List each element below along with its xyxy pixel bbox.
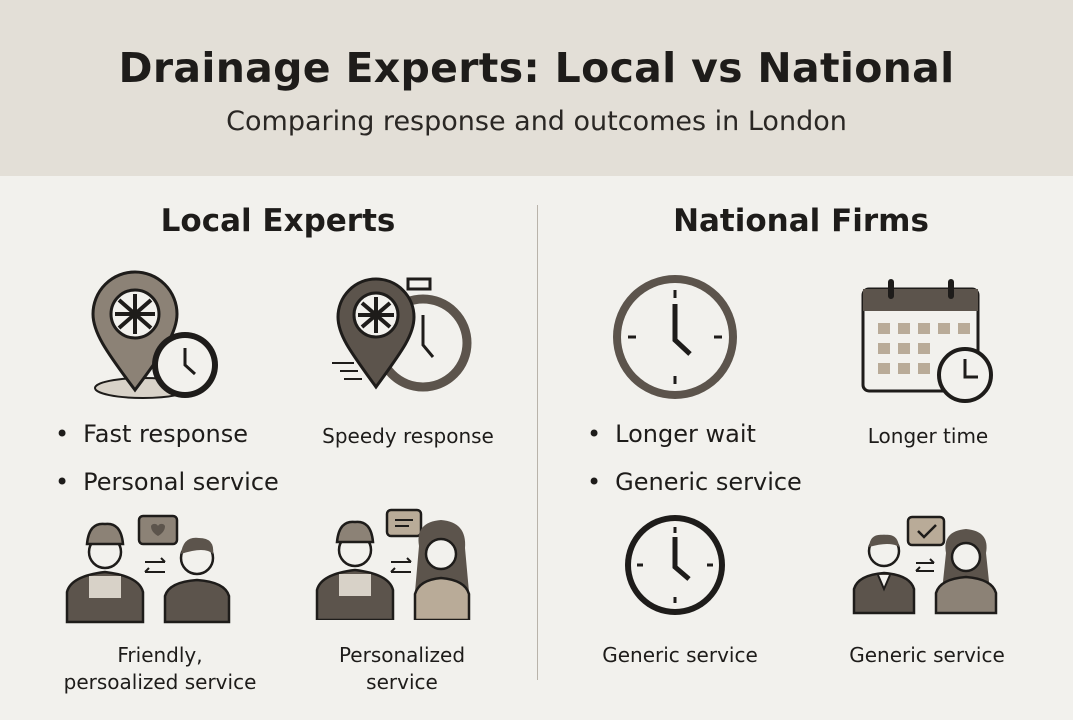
national-bullet-generic-service: Generic service (587, 468, 802, 496)
clock-icon (613, 275, 737, 399)
column-divider (537, 205, 538, 680)
local-bullet-personal-service: Personal service (55, 468, 279, 496)
clock-icon (625, 515, 725, 615)
speedy-response-caption: Speedy response (322, 424, 494, 448)
friendly-service-caption: Friendly, persoalized service (50, 642, 270, 696)
caption-line: Personalized (338, 643, 466, 667)
caption-line: persoalized service (63, 670, 257, 694)
staff-customer-check-icon (852, 515, 998, 615)
calendar-clock-icon (861, 279, 993, 403)
national-heading: National Firms (673, 203, 929, 239)
caption-line: Friendly, (117, 643, 203, 667)
generic-service-caption-people: Generic service (849, 643, 1005, 667)
longer-time-caption: Longer time (867, 424, 989, 448)
page-subtitle: Comparing response and outcomes in Londo… (226, 106, 847, 137)
location-pin-clock-icon (91, 270, 218, 399)
header-banner: Drainage Experts: Local vs National Comp… (0, 0, 1073, 176)
national-bullet-longer-wait: Longer wait (587, 420, 756, 448)
generic-service-caption-clock: Generic service (602, 643, 758, 667)
stopwatch-pin-icon (332, 277, 472, 392)
local-bullet-fast-response: Fast response (55, 420, 248, 448)
worker-customer-chat-icon (315, 508, 471, 620)
personalized-service-caption: Personalized service (292, 642, 512, 696)
caption-line: service (366, 670, 438, 694)
local-heading: Local Experts (160, 203, 396, 239)
page-title: Drainage Experts: Local vs National (118, 44, 955, 92)
worker-customer-heart-icon (65, 514, 231, 624)
